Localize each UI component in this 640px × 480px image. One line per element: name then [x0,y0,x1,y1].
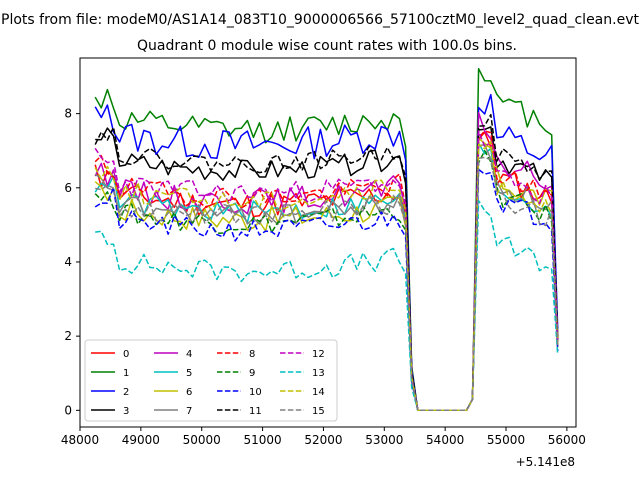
legend-label-4: 4 [186,349,192,360]
x-tick-label: 56000 [548,433,586,447]
legend-label-13: 13 [312,368,325,379]
x-tick-label: 51000 [243,433,281,447]
legend-label-15: 15 [312,406,325,417]
x-tick-label: 54000 [426,433,464,447]
figure: Plots from file: modeM0/AS1A14_083T10_90… [0,0,640,480]
legend-label-7: 7 [186,406,192,417]
y-tick-label: 2 [64,329,72,343]
y-tick-label: 4 [64,255,72,269]
legend-label-0: 0 [123,349,129,360]
x-tick-label: 50000 [183,433,221,447]
x-offset-label: +5.141e8 [516,455,575,469]
y-tick-label: 0 [64,403,72,417]
legend-label-3: 3 [123,406,129,417]
legend-label-5: 5 [186,368,192,379]
legend-label-12: 12 [312,349,325,360]
x-tick-label: 49000 [122,433,160,447]
legend-label-11: 11 [249,406,262,417]
x-tick-label: 55000 [487,433,525,447]
x-tick-label: 53000 [365,433,403,447]
legend-label-2: 2 [123,387,129,398]
legend-label-8: 8 [249,349,255,360]
legend-label-10: 10 [249,387,262,398]
y-tick-label: 6 [64,181,72,195]
legend-label-14: 14 [312,387,325,398]
x-tick-label: 48000 [61,433,99,447]
x-tick-label: 52000 [304,433,342,447]
legend-label-9: 9 [249,368,255,379]
suptitle: Plots from file: modeM0/AS1A14_083T10_90… [1,12,639,28]
legend-label-1: 1 [123,368,129,379]
y-tick-label: 8 [64,107,72,121]
chart-title: Quadrant 0 module wise count rates with … [137,38,517,54]
legend-label-6: 6 [186,387,192,398]
